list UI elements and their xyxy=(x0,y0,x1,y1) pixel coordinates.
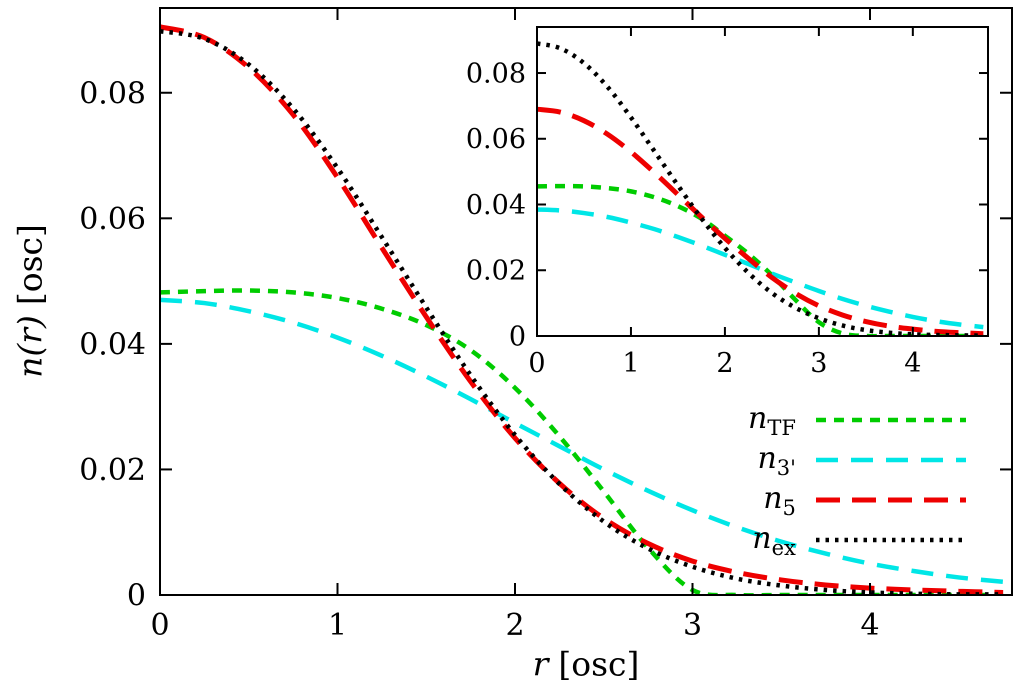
inset-frame xyxy=(536,26,989,337)
main-y-tick-label: 0.06 xyxy=(79,202,146,237)
x-axis-label-math: r xyxy=(532,644,549,684)
inset-y-tick-label: 0.08 xyxy=(466,58,526,89)
legend-sample-nex xyxy=(815,537,966,543)
x-axis-label-unit: [osc] xyxy=(558,644,640,684)
main-y-tick-label: 0.02 xyxy=(79,453,146,488)
inset-y-tick-label: 0.06 xyxy=(466,124,526,155)
main-tick-labels: 0 1 2 3 4 0 0.02 0.04 0.06 0.08 xyxy=(79,76,879,643)
inset-x-tick-label: 1 xyxy=(622,348,639,379)
legend-row-ntf: nTF xyxy=(748,400,966,440)
inset-x-tick-label: 4 xyxy=(904,348,921,379)
legend-label-n3p: n3' xyxy=(757,440,796,480)
inset-x-tick-label: 0 xyxy=(528,348,545,379)
inset-x-tick-label: 3 xyxy=(810,348,827,379)
inset-plot-area xyxy=(537,27,988,336)
x-axis-label: r [osc] xyxy=(533,645,640,684)
legend-label-ntf: nTF xyxy=(748,400,796,440)
main-y-tick-label: 0.04 xyxy=(79,327,146,362)
main-ticks xyxy=(159,8,1012,596)
main-frame xyxy=(159,7,1013,596)
y-axis-label: n(r) [osc] xyxy=(11,224,50,378)
legend-row-n5: n5 xyxy=(748,480,966,520)
main-curve-n_ex xyxy=(159,29,1004,596)
inset-tick-labels: 0 1 2 3 4 0 0.02 0.04 0.06 0.08 xyxy=(466,58,922,379)
main-curves xyxy=(159,24,1004,596)
inset-curve-n_5 xyxy=(536,106,984,337)
legend-row-n3p: n3' xyxy=(748,440,966,480)
legend-label-n5: n5 xyxy=(763,480,796,520)
inset-curve-n_ex xyxy=(536,41,984,337)
main-x-tick-label: 2 xyxy=(505,608,524,643)
main-x-tick-label: 0 xyxy=(150,608,169,643)
legend-sample-n5 xyxy=(815,497,966,503)
main-x-tick-label: 1 xyxy=(328,608,347,643)
inset-y-tick-label: 0.02 xyxy=(466,256,526,287)
inset-x-tick-label: 2 xyxy=(716,348,733,379)
inset-ticks xyxy=(536,27,988,337)
legend: nTF n3' n5 nex xyxy=(748,400,966,560)
legend-sample-n3p xyxy=(815,457,966,463)
main-x-tick-label: 4 xyxy=(860,608,879,643)
inset-curve-n_3' xyxy=(536,207,984,330)
legend-row-nex: nex xyxy=(748,520,966,560)
inset-y-tick-label: 0.04 xyxy=(466,190,526,221)
legend-label-nex: nex xyxy=(752,520,796,560)
legend-sample-ntf xyxy=(815,417,966,423)
main-y-tick-label: 0.08 xyxy=(79,76,146,111)
y-axis-label-unit: [osc] xyxy=(10,224,50,306)
main-y-tick-label: 0 xyxy=(127,579,146,614)
inset-y-tick-label: 0 xyxy=(509,321,526,352)
y-axis-label-math: n(r) xyxy=(10,315,50,378)
main-x-tick-label: 3 xyxy=(683,608,702,643)
